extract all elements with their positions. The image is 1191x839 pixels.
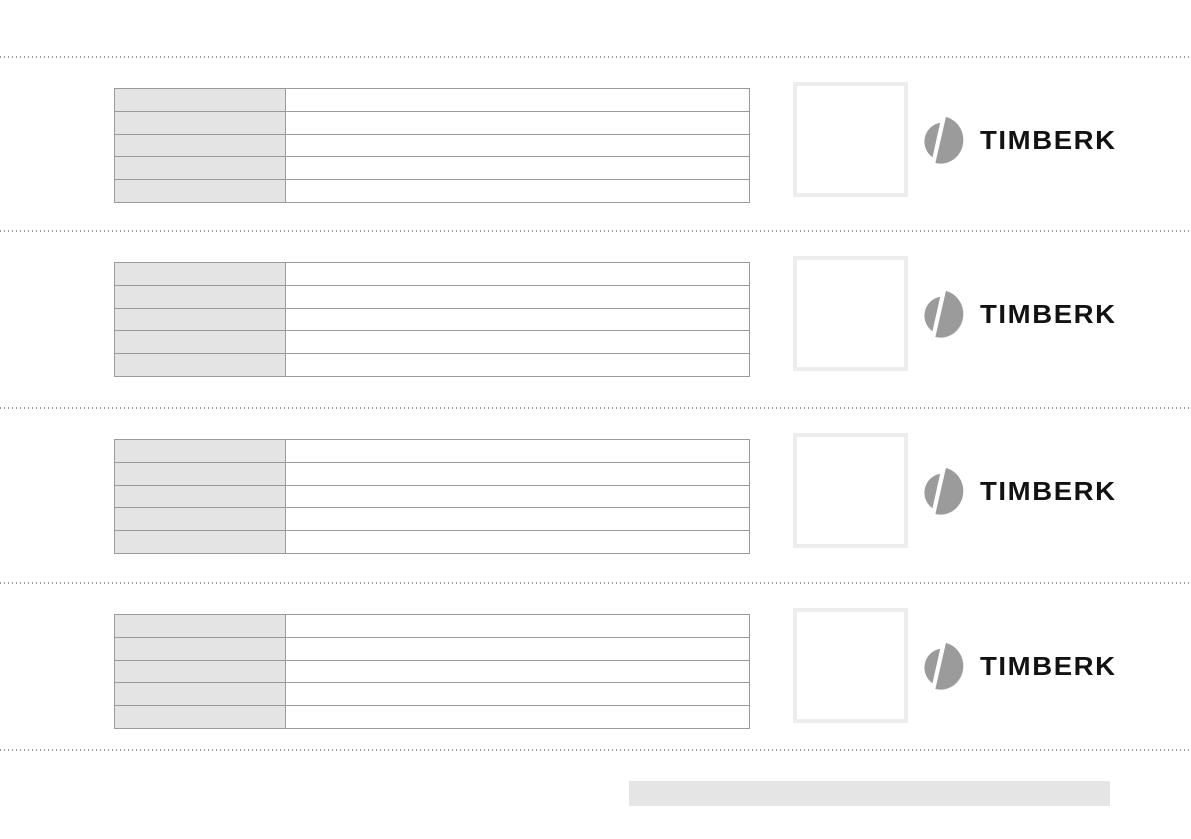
- table-value-cell: [285, 439, 750, 463]
- warranty-coupon: TIMBERK: [0, 231, 1191, 405]
- table-row: [114, 179, 750, 203]
- table-value-cell: [285, 307, 750, 332]
- stamp-placeholder-box: [793, 256, 908, 371]
- stamp-placeholder-box: [793, 82, 908, 197]
- table-row: [114, 636, 750, 661]
- spec-table: [114, 262, 750, 377]
- table-row: [114, 530, 750, 554]
- table-value-cell: [285, 530, 750, 554]
- table-label-cell: [114, 659, 286, 684]
- table-label-cell: [114, 682, 286, 707]
- timberk-logo: TIMBERK: [921, 115, 1115, 165]
- table-label-cell: [114, 330, 286, 355]
- table-label-cell: [114, 307, 286, 332]
- table-label-cell: [114, 284, 286, 309]
- table-label-cell: [114, 110, 286, 135]
- table-row: [114, 353, 750, 377]
- table-value-cell: [285, 636, 750, 661]
- timberk-logo-text: TIMBERK: [980, 124, 1117, 155]
- table-row: [114, 88, 750, 112]
- table-value-cell: [285, 179, 750, 203]
- table-label-cell: [114, 439, 286, 463]
- table-value-cell: [285, 262, 750, 286]
- timberk-logo: TIMBERK: [921, 289, 1115, 339]
- timberk-logo-text: TIMBERK: [980, 298, 1117, 329]
- timberk-sphere-icon: [924, 117, 964, 164]
- perforation-divider: [0, 407, 1191, 410]
- warranty-coupon: TIMBERK: [0, 583, 1191, 757]
- warranty-coupon: TIMBERK: [0, 57, 1191, 231]
- table-value-cell: [285, 484, 750, 509]
- perforation-divider: [0, 56, 1191, 59]
- table-value-cell: [285, 88, 750, 112]
- stamp-placeholder-box: [793, 433, 908, 548]
- table-row: [114, 659, 750, 684]
- timberk-sphere-icon: [924, 468, 964, 515]
- table-label-cell: [114, 88, 286, 112]
- table-row: [114, 262, 750, 286]
- table-value-cell: [285, 705, 750, 729]
- table-label-cell: [114, 461, 286, 486]
- timberk-sphere-icon: [924, 643, 964, 690]
- table-row: [114, 705, 750, 729]
- table-row: [114, 461, 750, 486]
- warranty-coupon: TIMBERK: [0, 408, 1191, 582]
- table-label-cell: [114, 133, 286, 158]
- perforation-divider: [0, 230, 1191, 233]
- table-row: [114, 682, 750, 707]
- table-row: [114, 133, 750, 158]
- table-label-cell: [114, 636, 286, 661]
- table-value-cell: [285, 507, 750, 532]
- table-label-cell: [114, 705, 286, 729]
- table-row: [114, 484, 750, 509]
- timberk-sphere-icon: [924, 291, 964, 338]
- table-row: [114, 439, 750, 463]
- timberk-logo: TIMBERK: [921, 466, 1115, 516]
- table-label-cell: [114, 262, 286, 286]
- table-row: [114, 614, 750, 638]
- table-label-cell: [114, 156, 286, 181]
- table-row: [114, 330, 750, 355]
- table-row: [114, 307, 750, 332]
- table-value-cell: [285, 659, 750, 684]
- table-row: [114, 507, 750, 532]
- spec-table: [114, 439, 750, 554]
- table-row: [114, 110, 750, 135]
- table-value-cell: [285, 682, 750, 707]
- table-label-cell: [114, 507, 286, 532]
- table-label-cell: [114, 353, 286, 377]
- stamp-placeholder-box: [793, 608, 908, 723]
- table-row: [114, 284, 750, 309]
- table-row: [114, 156, 750, 181]
- table-label-cell: [114, 179, 286, 203]
- table-value-cell: [285, 461, 750, 486]
- table-value-cell: [285, 284, 750, 309]
- table-value-cell: [285, 614, 750, 638]
- spec-table: [114, 614, 750, 729]
- timberk-logo-text: TIMBERK: [980, 475, 1117, 506]
- perforation-divider: [0, 749, 1191, 752]
- table-value-cell: [285, 133, 750, 158]
- table-value-cell: [285, 110, 750, 135]
- perforation-divider: [0, 582, 1191, 585]
- footer-bar: [629, 781, 1110, 806]
- table-value-cell: [285, 330, 750, 355]
- table-value-cell: [285, 353, 750, 377]
- spec-table: [114, 88, 750, 203]
- table-label-cell: [114, 530, 286, 554]
- timberk-logo: TIMBERK: [921, 641, 1115, 691]
- timberk-logo-text: TIMBERK: [980, 650, 1117, 681]
- table-value-cell: [285, 156, 750, 181]
- table-label-cell: [114, 484, 286, 509]
- table-label-cell: [114, 614, 286, 638]
